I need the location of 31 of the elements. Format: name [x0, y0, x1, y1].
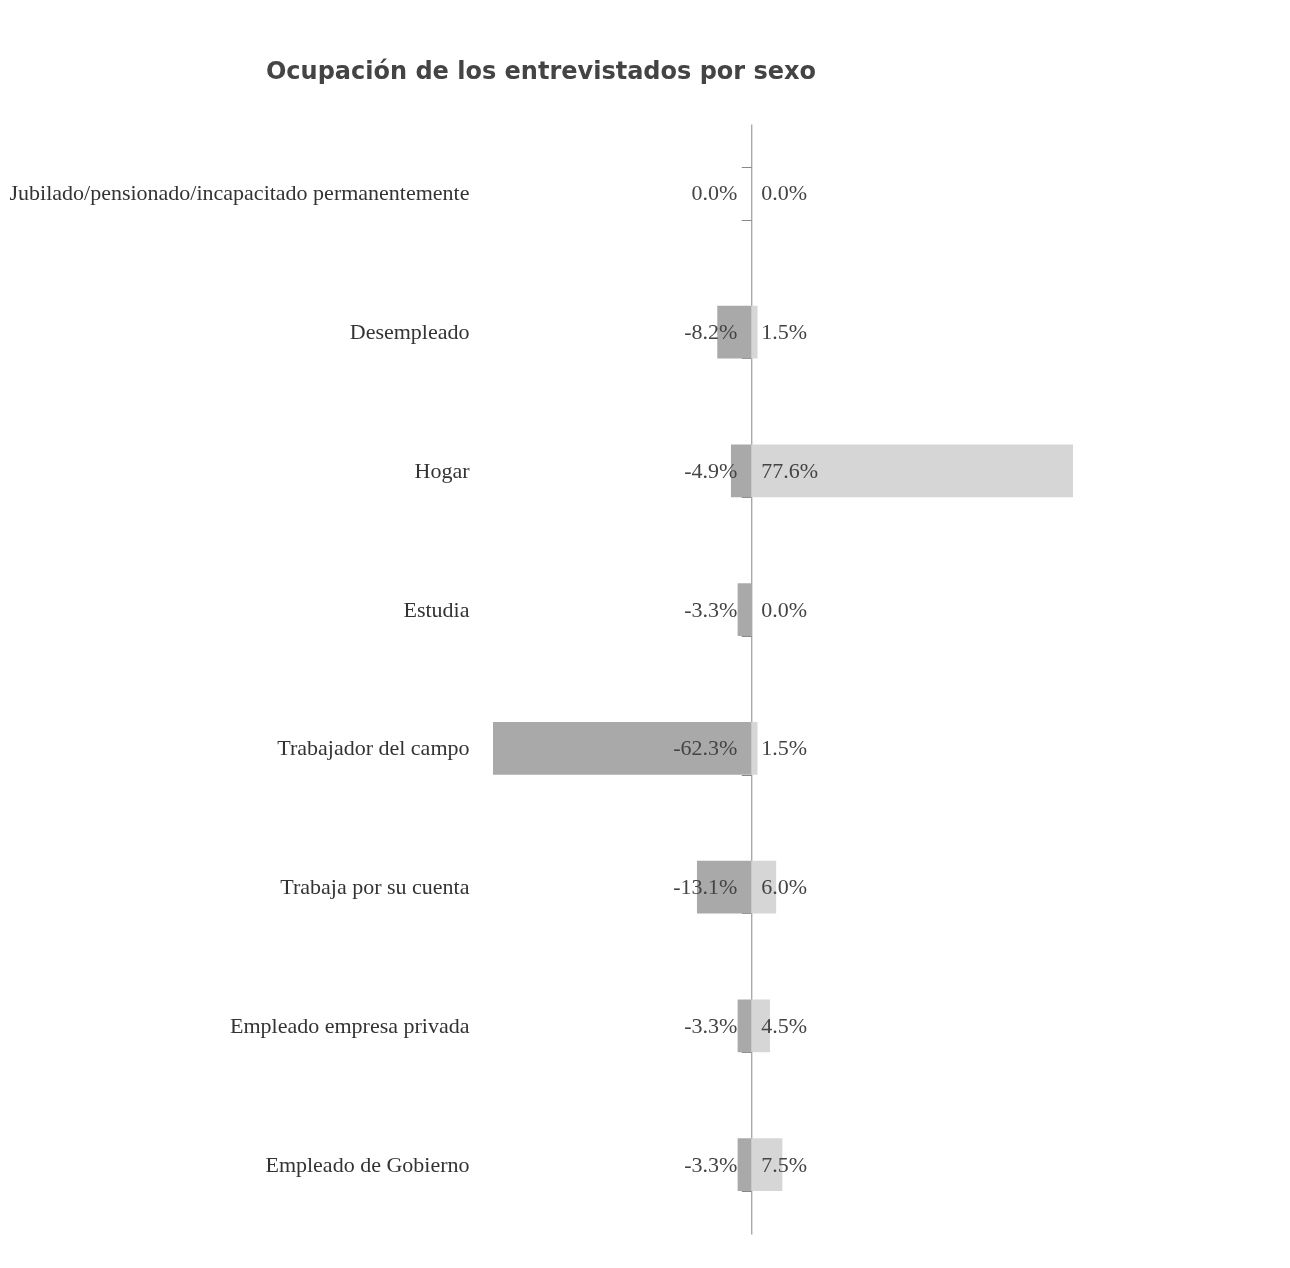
y-tick-label: Desempleado: [349, 319, 470, 345]
chart-title: Ocupación de los entrevistados por sexo: [265, 57, 817, 85]
data-label: -3.3%: [684, 1012, 738, 1038]
data-label: -8.2%: [684, 319, 738, 345]
data-label: -3.3%: [684, 596, 738, 622]
data-label: 1.5%: [761, 735, 808, 761]
data-label: 1.5%: [761, 319, 808, 345]
data-label: 7.5%: [761, 1151, 808, 1177]
data-label: -3.3%: [684, 1151, 738, 1177]
data-label: 0.0%: [761, 596, 808, 622]
y-tick-label: Estudia: [403, 596, 470, 622]
data-label: 0.0%: [691, 180, 738, 206]
data-label: 77.6%: [761, 457, 819, 483]
bar: [737, 583, 752, 636]
data-label: 6.0%: [761, 874, 808, 900]
y-tick-label: Trabaja por su cuenta: [280, 874, 470, 900]
bar: [751, 444, 1073, 498]
y-tick-label: Empleado empresa privada: [230, 1012, 470, 1038]
bar: [493, 722, 752, 775]
bar: [737, 1138, 752, 1191]
y-tick-label: Empleado de Gobierno: [265, 1151, 470, 1177]
bar: [737, 999, 752, 1053]
y-tick-label: Hogar: [414, 457, 471, 483]
data-label: 4.5%: [761, 1012, 808, 1038]
bar: [751, 722, 758, 775]
bar: [751, 305, 758, 359]
data-label: 0.0%: [761, 180, 808, 206]
y-tick-label: Trabajador del campo: [277, 735, 470, 761]
y-tick-label: Jubilado/pensionado/incapacitado permanentemente: [9, 180, 470, 206]
data-label: -4.9%: [684, 457, 738, 483]
data-label: -62.3%: [673, 735, 738, 761]
